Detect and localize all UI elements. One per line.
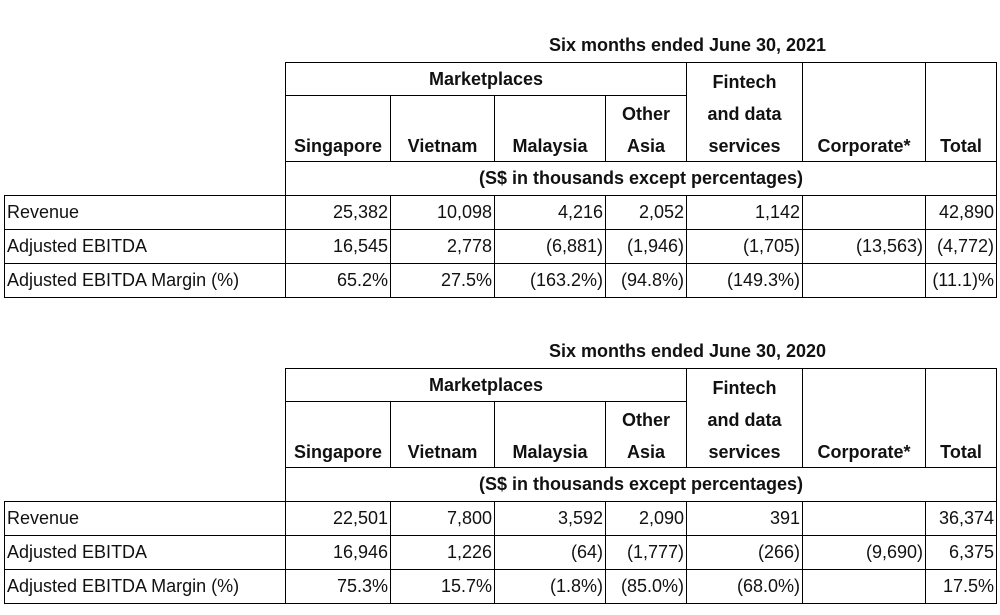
empty-corner: [5, 63, 286, 196]
cell-value: (149.3%): [686, 263, 804, 298]
cell-value: (163.2%): [494, 263, 606, 298]
cell-value: 22,501: [285, 501, 391, 536]
vietnam-header: Vietnam: [390, 95, 495, 162]
cell-value: 16,545: [285, 229, 391, 264]
cell-value: 65.2%: [285, 263, 391, 298]
cell-value: [802, 569, 927, 604]
row-label: Adjusted EBITDA: [4, 229, 286, 264]
malaysia-header: Malaysia: [494, 95, 606, 162]
cell-value: 25,382: [285, 195, 391, 230]
vietnam-header: Vietnam: [390, 401, 495, 468]
cell-value: (11.1)%: [925, 263, 998, 298]
total-header: Total: [925, 62, 998, 162]
row-label: Adjusted EBITDA Margin (%): [4, 263, 286, 298]
cell-value: 2,778: [390, 229, 495, 264]
period-title-2020: Six months ended June 30, 2020: [548, 341, 827, 361]
cell-value: (13,563): [802, 229, 927, 264]
cell-value: (9,690): [802, 535, 927, 570]
cell-value: (94.8%): [604, 263, 688, 298]
fintech-header: Fintech and data services: [686, 368, 804, 468]
cell-value: [802, 263, 927, 298]
cell-value: (266): [686, 535, 804, 570]
row-label: Adjusted EBITDA Margin (%): [4, 569, 286, 604]
cell-value: 1,226: [390, 535, 495, 570]
cell-value: 42,890: [925, 195, 998, 230]
cell-value: (1,705): [686, 229, 804, 264]
fintech-header: Fintech and data services: [686, 62, 804, 162]
cell-value: 15.7%: [390, 569, 495, 604]
fintech-header-line-2: and data: [707, 410, 782, 430]
row-label: Revenue: [4, 501, 286, 536]
cell-value: 17.5%: [925, 569, 998, 604]
cell-value: 3,592: [494, 501, 606, 536]
total-header: Total: [925, 368, 998, 468]
fintech-header-line-3: services: [708, 136, 781, 156]
corporate-header: Corporate*: [802, 62, 927, 162]
other-asia-line-1: Other: [622, 410, 671, 430]
group-marketplaces-header: Marketplaces: [284, 368, 688, 402]
segment-table-2020: Marketplaces Fintech and data services C…: [4, 368, 998, 604]
cell-value: 36,374: [925, 501, 998, 536]
group-marketplaces-header: Marketplaces: [284, 62, 688, 96]
cell-value: (64): [494, 535, 606, 570]
table-row: Adjusted EBITDA Margin (%) 75.3% 15.7% (…: [4, 569, 998, 604]
cell-value: [802, 501, 927, 536]
cell-value: 75.3%: [285, 569, 391, 604]
row-label: Revenue: [4, 195, 286, 230]
table-row: Revenue 25,382 10,098 4,216 2,052 1,142 …: [4, 195, 998, 230]
cell-value: 27.5%: [390, 263, 495, 298]
row-label: Adjusted EBITDA: [4, 535, 286, 570]
table-row: Revenue 22,501 7,800 3,592 2,090 391 36,…: [4, 501, 998, 536]
cell-value: [802, 195, 927, 230]
period-title-2021: Six months ended June 30, 2021: [548, 35, 827, 55]
other-asia-header: Other Asia: [604, 401, 688, 468]
cell-value: 10,098: [390, 195, 495, 230]
other-asia-line-2: Asia: [626, 136, 666, 156]
singapore-header: Singapore: [285, 95, 391, 162]
cell-value: (85.0%): [604, 569, 688, 604]
corporate-header: Corporate*: [802, 368, 927, 468]
units-header: (S$ in thousands except percentages): [284, 467, 998, 502]
cell-value: (1,777): [604, 535, 688, 570]
singapore-header: Singapore: [285, 401, 391, 468]
fintech-header-line-2: and data: [707, 104, 782, 124]
malaysia-header: Malaysia: [494, 401, 606, 468]
cell-value: (68.0%): [686, 569, 804, 604]
other-asia-line-2: Asia: [626, 442, 666, 462]
other-asia-line-1: Other: [622, 104, 671, 124]
fintech-header-line-1: Fintech: [712, 378, 777, 398]
cell-value: 4,216: [494, 195, 606, 230]
cell-value: 16,946: [285, 535, 391, 570]
cell-value: 7,800: [390, 501, 495, 536]
cell-value: (6,881): [494, 229, 606, 264]
fintech-header-line-1: Fintech: [712, 72, 777, 92]
segment-table-2021: Marketplaces Fintech and data services C…: [4, 62, 998, 298]
cell-value: 6,375: [925, 535, 998, 570]
empty-corner: [5, 369, 286, 502]
table-row: Adjusted EBITDA 16,545 2,778 (6,881) (1,…: [4, 229, 998, 264]
table-row: Adjusted EBITDA 16,946 1,226 (64) (1,777…: [4, 535, 998, 570]
cell-value: 1,142: [686, 195, 804, 230]
cell-value: 2,052: [604, 195, 688, 230]
other-asia-header: Other Asia: [604, 95, 688, 162]
table-row: Adjusted EBITDA Margin (%) 65.2% 27.5% (…: [4, 263, 998, 298]
units-header: (S$ in thousands except percentages): [284, 161, 998, 196]
cell-value: 391: [686, 501, 804, 536]
cell-value: (4,772): [925, 229, 998, 264]
cell-value: 2,090: [604, 501, 688, 536]
cell-value: (1.8%): [494, 569, 606, 604]
cell-value: (1,946): [604, 229, 688, 264]
fintech-header-line-3: services: [708, 442, 781, 462]
